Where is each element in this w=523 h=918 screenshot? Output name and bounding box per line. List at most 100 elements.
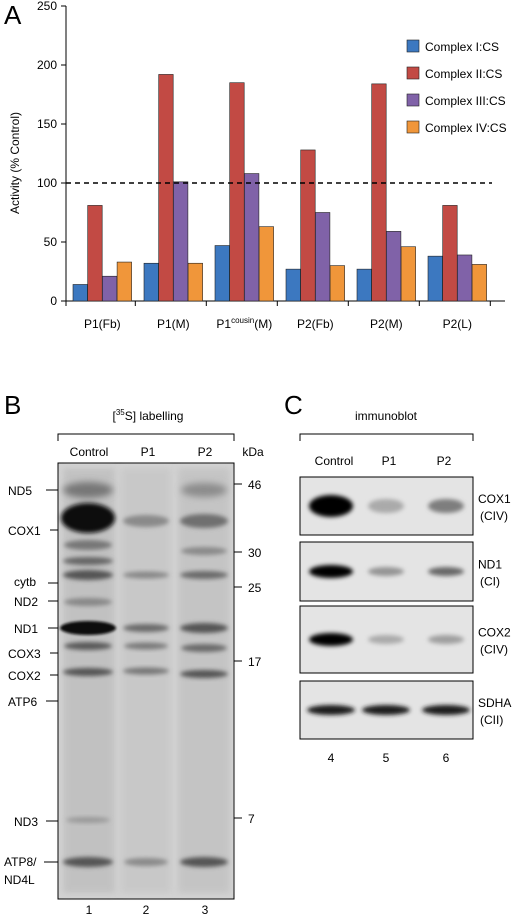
lane-number: 5 [383, 751, 390, 765]
marker-label: 30 [248, 546, 262, 560]
panel-b-letter: B [4, 390, 21, 420]
blot-band [422, 705, 470, 715]
band-label: ND3 [14, 815, 38, 829]
blot-strip-cox2: COX2 (CIV) [299, 605, 511, 674]
bar-complex-iii-cs [102, 275, 118, 302]
bar-complex-ii-cs [371, 83, 387, 302]
legend-label: Complex I:CS [425, 40, 499, 54]
lane-number: 6 [443, 751, 450, 765]
blot-band [307, 705, 355, 715]
bar-complex-i-cs [427, 255, 443, 302]
blot-band [309, 495, 353, 517]
bar-complex-iv-cs [471, 264, 487, 302]
band-label: ND5 [8, 484, 32, 498]
lane-number: 4 [328, 751, 335, 765]
gel-b-title: [35S] labelling [113, 408, 184, 423]
gel-b-markers: 46 30 25 17 7 [234, 478, 262, 826]
band-label: ND2 [14, 595, 38, 609]
blot-complex-label: (CIV) [480, 643, 508, 657]
blot-strip-sdha: SDHA (CII) [299, 680, 511, 740]
bar-complex-i-cs [214, 245, 230, 302]
kda-label: kDa [242, 445, 264, 459]
bar-complex-i-cs [356, 268, 372, 302]
bar-complex-iv-cs [400, 246, 416, 302]
panel-a-chart: 0 50 100 150 200 250 P1(Fb) P1(M) P1cousin(M) P2… [8, 0, 507, 331]
y-tick-label: 150 [37, 117, 57, 131]
y-tick-label: 50 [44, 235, 58, 249]
blot-c-lane-label: Control [315, 454, 354, 468]
panel-c-letter: C [284, 390, 303, 420]
x-category-label: P2(Fb) [297, 317, 334, 331]
legend-swatch [406, 39, 420, 53]
gel-b-lane-label: P2 [198, 445, 213, 459]
blot-band [309, 565, 353, 578]
bar-complex-i-cs [72, 284, 88, 302]
blot-protein-label: SDHA [478, 696, 511, 710]
legend-swatch [406, 93, 420, 107]
panel-a-letter: A [4, 0, 22, 30]
bars [72, 74, 487, 302]
y-tick-label: 250 [37, 0, 57, 13]
bar-complex-ii-cs [158, 74, 174, 302]
gel-b-band-labels: ND5 COX1 cytb ND2 ND1 COX3 COX2 ATP6 ND3… [4, 484, 58, 887]
blot-c-strips: COX1 (CIV) ND1 (CI) COX2 (CIV) SDHA (CII) [299, 476, 511, 740]
x-category-labels: P1(Fb) P1(M) P1cousin(M) P2(Fb) P2(M) P2(L) [65, 301, 491, 331]
legend: Complex I:CS Complex II:CS Complex III:CS C… [406, 39, 507, 135]
blot-band [368, 635, 404, 644]
bar-complex-ii-cs [229, 82, 245, 302]
lane-number: 2 [143, 903, 150, 917]
bar-complex-iii-cs [386, 231, 402, 302]
bar-complex-iv-cs [258, 226, 274, 302]
blot-complex-label: (CIV) [480, 509, 508, 523]
gel-b-image [57, 462, 235, 900]
y-tick-label: 200 [37, 58, 57, 72]
legend-label: Complex III:CS [425, 94, 506, 108]
blot-protein-label: ND1 [478, 558, 502, 572]
x-category-label: P2(L) [443, 317, 472, 331]
legend-swatch [406, 120, 420, 134]
legend-swatch [406, 66, 420, 80]
bar-complex-iv-cs [116, 261, 132, 302]
marker-label: 7 [248, 812, 255, 826]
band-label: COX2 [8, 669, 41, 683]
blot-band [362, 705, 410, 715]
bar-complex-ii-cs [87, 205, 103, 302]
x-category-label: P1(M) [157, 317, 190, 331]
blot-c-lane-label: P1 [382, 454, 397, 468]
blot-strip-cox1: COX1 (CIV) [299, 476, 511, 536]
lane-number: 1 [86, 903, 93, 917]
gel-b-bracket [57, 433, 235, 441]
x-category-label: P1(Fb) [84, 317, 121, 331]
lane-number: 3 [202, 903, 209, 917]
bar-complex-i-cs [143, 262, 159, 302]
gel-b-lane-label: P1 [141, 445, 156, 459]
blot-c-bracket [299, 433, 474, 441]
blot-protein-label: COX2 [478, 626, 511, 640]
bar-complex-ii-cs [442, 205, 458, 302]
bar-complex-iv-cs [187, 262, 203, 302]
blot-band [368, 499, 404, 513]
band-label: ND1 [14, 622, 38, 636]
y-tick-label: 0 [50, 294, 57, 308]
y-ticks: 0 50 100 150 200 250 [37, 0, 66, 308]
y-tick-label: 100 [37, 176, 57, 190]
band-label: ATP8/ [4, 855, 37, 869]
blot-band [428, 635, 464, 644]
bar-complex-iii-cs [173, 181, 189, 302]
marker-label: 25 [248, 581, 262, 595]
legend-label: Complex IV:CS [425, 121, 507, 135]
bar-complex-iii-cs [457, 254, 473, 302]
blot-band [428, 567, 464, 576]
band-label: COX3 [8, 647, 41, 661]
marker-label: 17 [248, 655, 262, 669]
marker-label: 46 [248, 478, 262, 492]
band-label: ND4L [4, 873, 35, 887]
bar-complex-iv-cs [329, 265, 345, 302]
blot-protein-label: COX1 [478, 492, 511, 506]
legend-label: Complex II:CS [425, 67, 502, 81]
bar-complex-iii-cs [315, 212, 331, 302]
x-category-label: P2(M) [370, 317, 403, 331]
band-label: COX1 [8, 524, 41, 538]
gel-b-lane-label: Control [70, 445, 109, 459]
